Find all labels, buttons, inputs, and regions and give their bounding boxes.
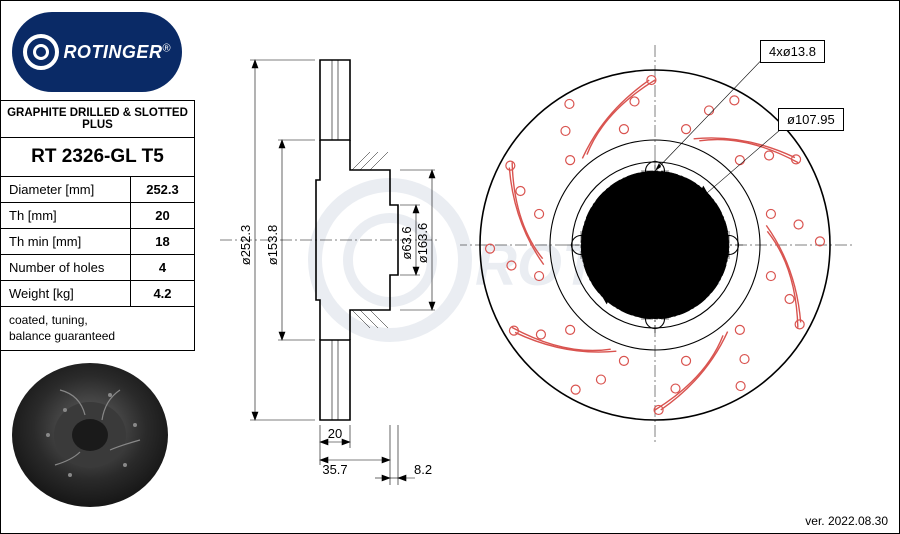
- dim-outer-dia: ø252.3: [238, 225, 253, 265]
- version-label: ver. 2022.08.30: [805, 514, 888, 528]
- part-number: RT 2326-GL T5: [1, 138, 195, 177]
- spec-label: Th min [mm]: [1, 229, 131, 255]
- dim-width: 20: [328, 426, 342, 441]
- front-view-drawing: [460, 20, 880, 460]
- rotor-photo-thumbnail: [10, 340, 185, 515]
- dim-hat-dia: ø153.8: [265, 225, 280, 265]
- callout-bolt-pattern: 4xø13.8: [760, 40, 825, 63]
- spec-value: 20: [131, 203, 195, 229]
- spec-label: Th [mm]: [1, 203, 131, 229]
- spec-label: Diameter [mm]: [1, 177, 131, 203]
- dim-bore-dia: ø63.6: [399, 226, 414, 259]
- side-view-drawing: ø252.3 ø153.8 ø63.6 ø163.6: [220, 20, 440, 500]
- spec-table: GRAPHITE DRILLED & SLOTTED PLUS RT 2326-…: [0, 100, 195, 351]
- spec-value: 4: [131, 255, 195, 281]
- logo-brand-text: ROTINGER: [63, 42, 162, 62]
- dim-offset: 35.7: [322, 462, 347, 477]
- logo-ring-icon: [23, 34, 59, 70]
- logo-reg-mark: ®: [162, 42, 170, 54]
- brand-logo: ROTINGER®: [12, 12, 182, 92]
- spec-label: Weight [kg]: [1, 281, 131, 307]
- dim-hat-thk: 8.2: [414, 462, 432, 477]
- dim-step-dia: ø163.6: [415, 223, 430, 263]
- spec-header: GRAPHITE DRILLED & SLOTTED PLUS: [1, 101, 195, 138]
- spec-label: Number of holes: [1, 255, 131, 281]
- spec-value: 18: [131, 229, 195, 255]
- spec-value: 4.2: [131, 281, 195, 307]
- spec-value: 252.3: [131, 177, 195, 203]
- callout-pcd: ø107.95: [778, 108, 844, 131]
